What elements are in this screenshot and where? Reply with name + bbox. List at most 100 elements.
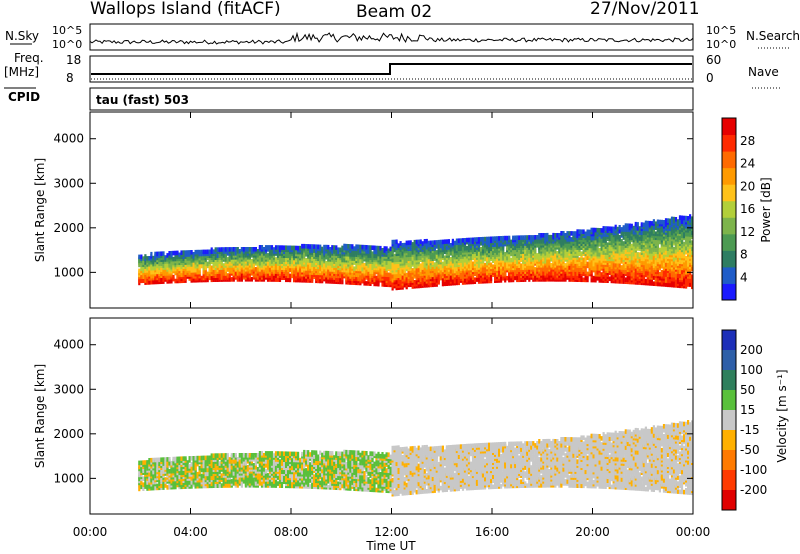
scatter-cell <box>158 251 161 257</box>
scatter-cell <box>680 227 684 233</box>
scatter-cell <box>208 257 211 263</box>
scatter-cell <box>156 279 159 285</box>
scatter-cell <box>463 238 467 243</box>
scatter-cell <box>369 263 372 268</box>
scatter-cell <box>260 263 264 268</box>
scatter-cell <box>582 237 585 242</box>
scatter-cell <box>220 261 223 266</box>
scatter-cell <box>190 250 193 255</box>
scatter-cell <box>660 219 663 225</box>
scatter-cell <box>668 236 672 242</box>
scatter-cell <box>415 267 418 273</box>
scatter-cell <box>536 235 539 240</box>
scatter-cell <box>236 277 239 282</box>
scatter-cell <box>600 246 603 251</box>
scatter-cell <box>242 247 245 252</box>
scatter-cell <box>600 254 603 259</box>
scatter-cell <box>287 251 290 257</box>
scatter-cell <box>632 251 635 257</box>
scatter-cell <box>520 249 523 254</box>
scatter-cell <box>508 235 511 241</box>
scatter-cell <box>146 280 149 285</box>
scatter-cell <box>367 245 370 250</box>
scatter-cell <box>520 257 523 262</box>
scatter-cell <box>156 273 159 279</box>
scatter-cell <box>608 226 611 231</box>
scatter-cell <box>260 245 264 250</box>
scatter-cell <box>618 263 621 268</box>
scatter-cell <box>385 246 388 251</box>
scatter-cell <box>614 224 617 230</box>
scatter-cell <box>522 235 525 240</box>
scatter-cell <box>532 265 535 270</box>
scatter-cell <box>662 240 666 245</box>
scatter-cell <box>383 276 386 281</box>
scatter-cell <box>353 246 356 251</box>
scatter-cell <box>144 254 147 259</box>
scatter-cell <box>258 271 261 276</box>
scatter-cell <box>381 266 384 271</box>
scatter-cell <box>461 280 465 285</box>
scatter-cell <box>240 273 243 278</box>
scatter-cell <box>305 262 308 267</box>
scatter-cell <box>687 258 690 263</box>
scatter-cell <box>186 256 189 261</box>
scatter-cell <box>405 272 408 278</box>
freq-label: Freq. <box>14 51 44 65</box>
scatter-cell <box>518 235 521 240</box>
scatter-cell <box>377 255 380 261</box>
scatter-cell <box>514 249 517 255</box>
scatter-cell <box>638 252 641 257</box>
scatter-cell <box>266 269 270 274</box>
scatter-cell <box>287 245 290 251</box>
scatter-cell <box>492 256 495 261</box>
scatter-cell <box>389 250 392 256</box>
scatter-cell <box>630 255 633 261</box>
scatter-cell <box>658 281 661 287</box>
scatter-cell <box>602 246 605 251</box>
scatter-cell <box>634 221 637 227</box>
scatter-cell <box>540 233 543 238</box>
scatter-cell <box>662 220 666 225</box>
scatter-cell <box>479 263 483 268</box>
scatter-cell <box>383 280 386 285</box>
scatter-cell <box>510 263 513 269</box>
scatter-cell <box>214 259 217 264</box>
scatter-cell <box>658 263 661 269</box>
scatter-cell <box>447 275 450 280</box>
scatter-cell <box>258 245 261 250</box>
scatter-cell <box>303 243 306 249</box>
scatter-cell <box>656 243 659 249</box>
scatter-cell <box>680 281 684 287</box>
scatter-cell <box>311 262 314 267</box>
scatter-cell <box>423 239 426 244</box>
scatter-cell <box>337 247 340 252</box>
scatter-cell <box>138 268 141 274</box>
scatter-cell <box>540 259 543 264</box>
scatter-cell <box>650 225 653 230</box>
scatter-cell <box>202 249 205 255</box>
scatter-cell <box>488 278 491 284</box>
scatter-cell <box>371 265 374 270</box>
scatter-cell <box>622 241 625 246</box>
scatter-cell <box>325 266 328 272</box>
scatter-cell <box>620 271 623 276</box>
scatter-cell <box>417 239 420 245</box>
scatter-cell <box>616 226 619 232</box>
scatter-cell <box>556 241 559 246</box>
scatter-cell <box>656 249 659 255</box>
scatter-cell <box>658 253 661 259</box>
scatter-cell <box>381 282 384 287</box>
scatter-cell <box>652 275 655 280</box>
scatter-cell <box>325 276 328 282</box>
scatter-cell <box>590 227 593 233</box>
scatter-cell <box>566 231 569 236</box>
scatter-cell <box>252 247 255 252</box>
scatter-cell <box>461 248 465 253</box>
scatter-cell <box>642 260 645 266</box>
scatter-cell <box>297 271 300 277</box>
scatter-cell <box>500 262 503 267</box>
scatter-cell <box>481 266 485 272</box>
scatter-cell <box>148 256 151 261</box>
scatter-cell <box>518 271 521 277</box>
